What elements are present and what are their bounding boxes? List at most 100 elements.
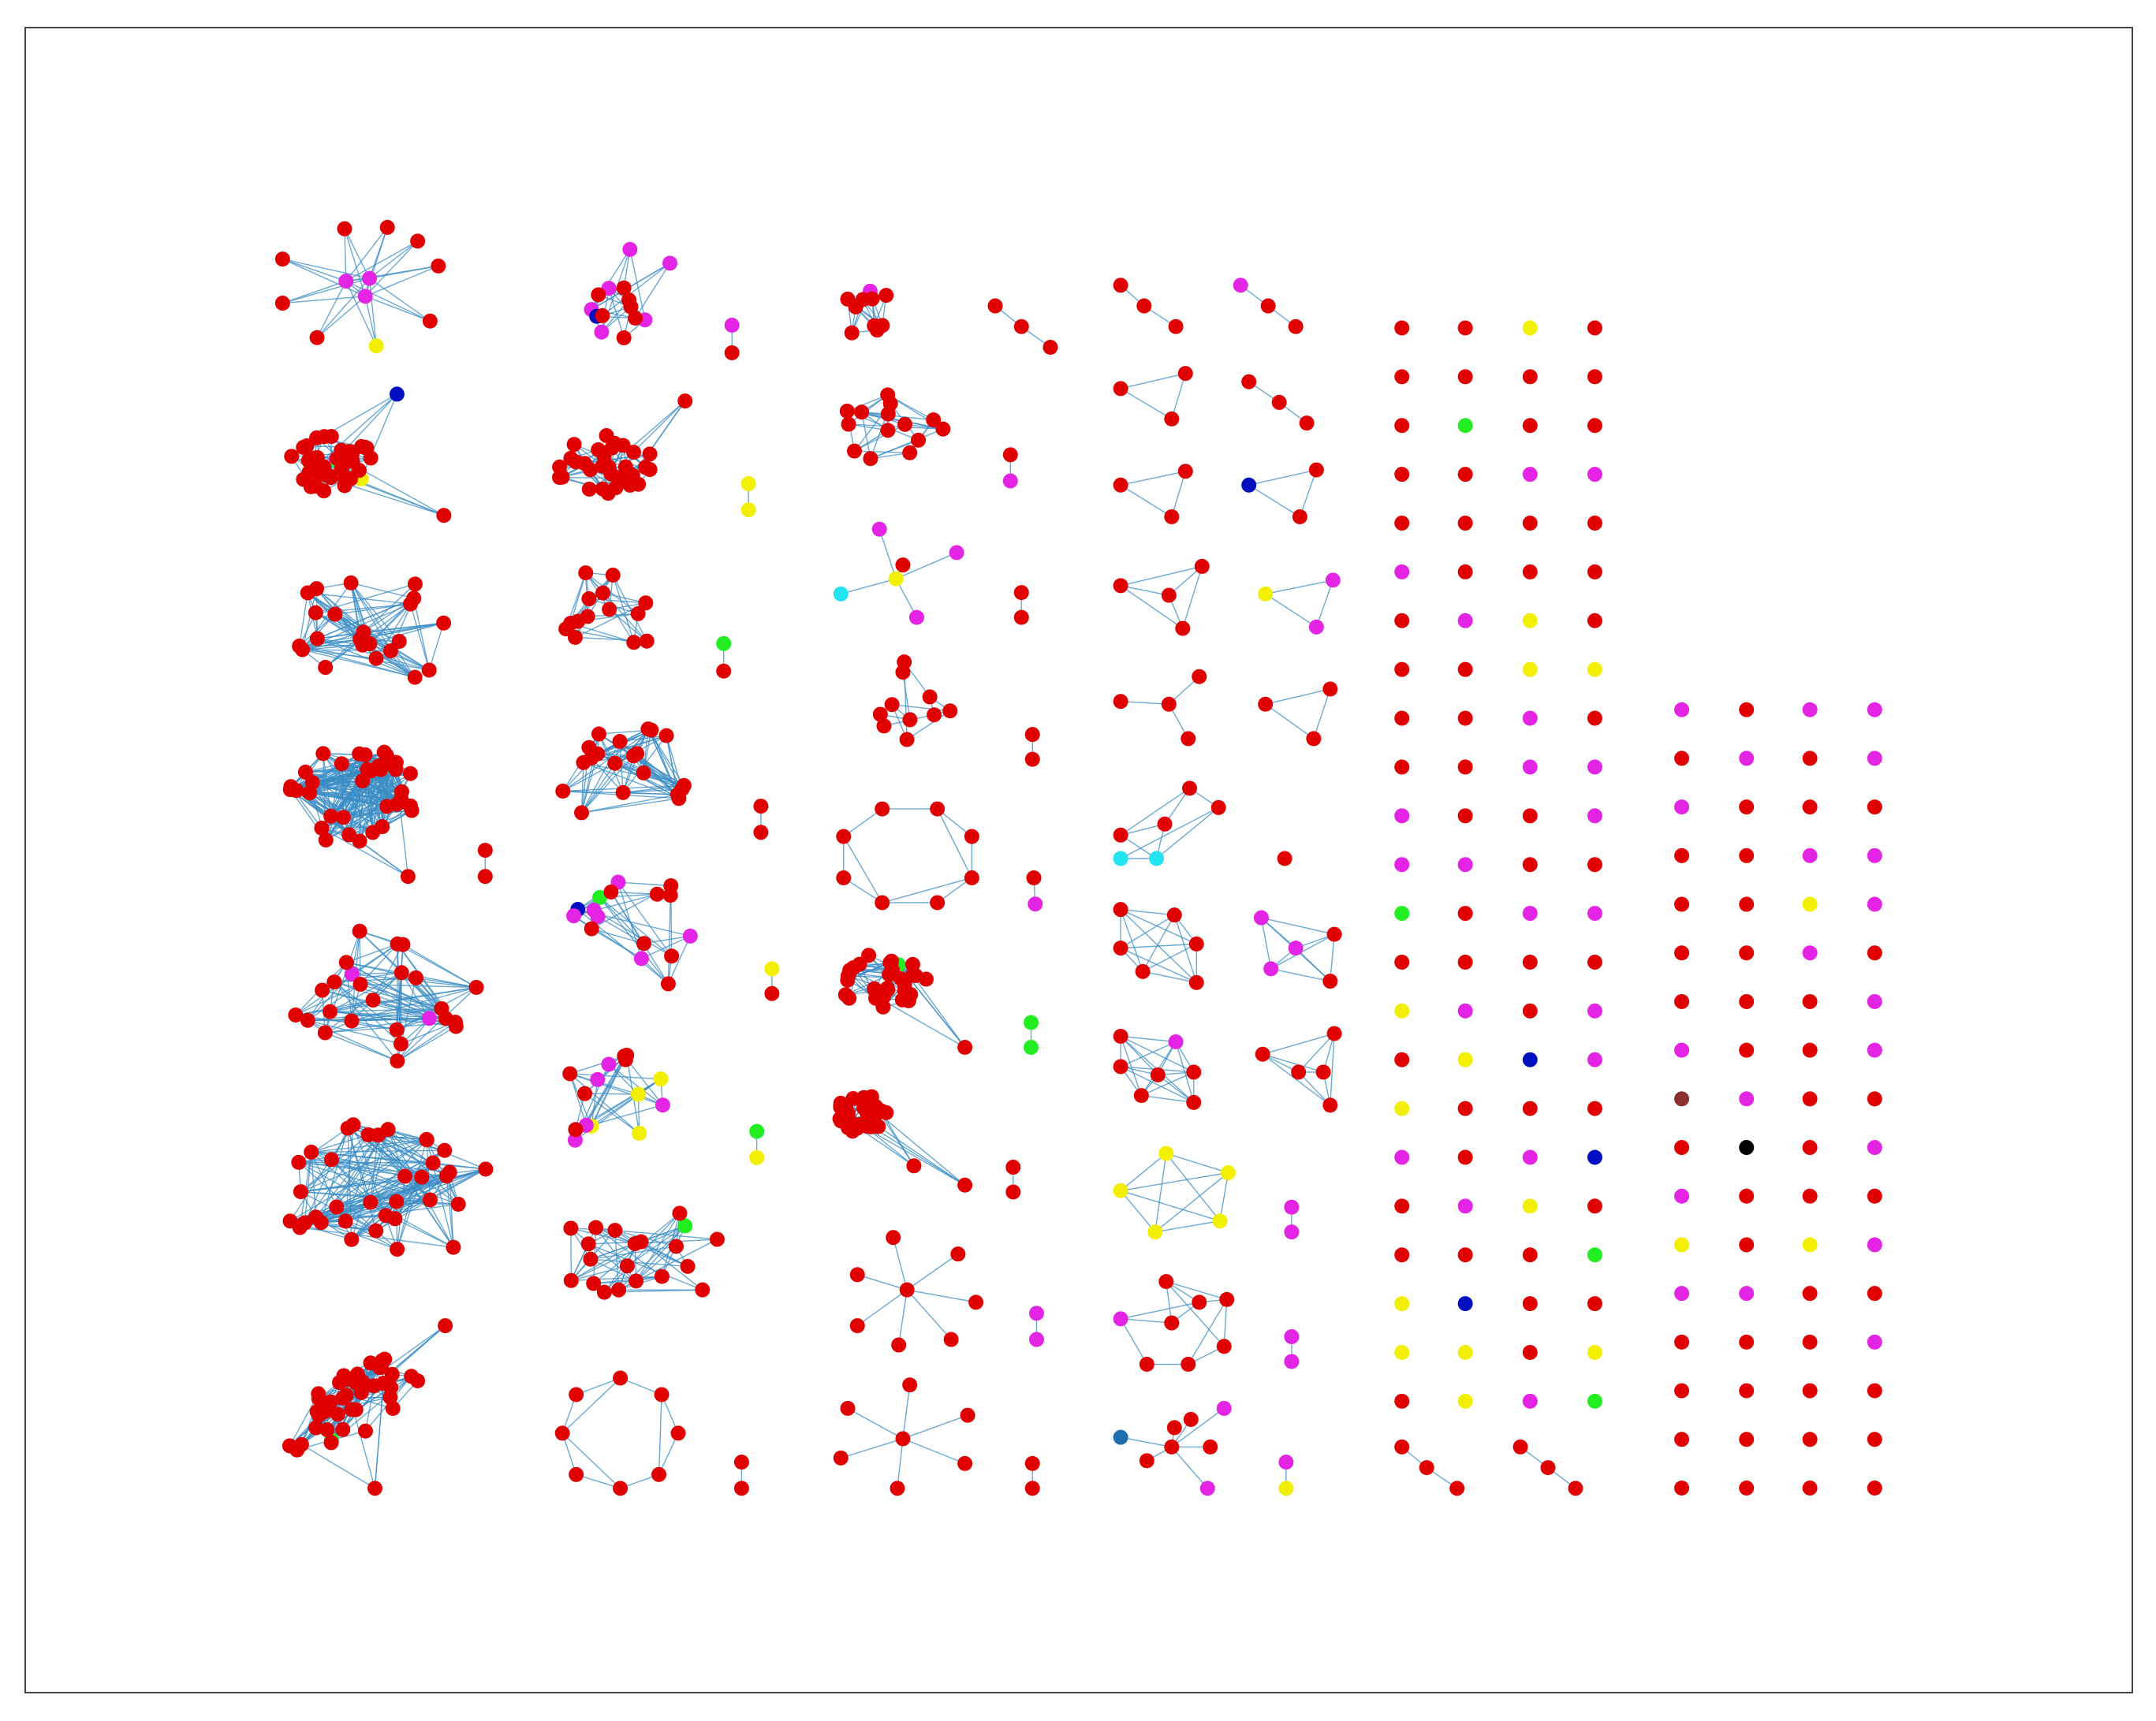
node — [1587, 418, 1602, 434]
node — [1278, 1481, 1294, 1496]
edge — [580, 728, 649, 814]
node — [407, 669, 423, 685]
node — [1164, 411, 1180, 427]
node — [1394, 1439, 1410, 1455]
node — [323, 1435, 339, 1451]
edge — [907, 1289, 976, 1303]
node — [611, 1282, 627, 1298]
edge — [370, 1175, 447, 1203]
node — [389, 1022, 405, 1037]
edge — [1330, 1033, 1335, 1105]
edge — [906, 1253, 959, 1291]
node — [274, 296, 290, 311]
node — [1522, 759, 1538, 775]
node — [1522, 661, 1538, 677]
node — [1164, 1315, 1180, 1331]
node — [341, 827, 357, 843]
node — [1587, 857, 1602, 873]
node — [876, 718, 892, 734]
edge — [446, 1175, 454, 1248]
edge — [351, 1201, 397, 1240]
node — [1233, 278, 1248, 293]
node — [1113, 827, 1128, 843]
node — [1867, 1042, 1882, 1058]
edge — [372, 999, 442, 1010]
node — [1867, 751, 1882, 766]
node — [314, 820, 330, 836]
edge — [841, 578, 897, 595]
edge — [902, 672, 911, 721]
edge — [569, 1073, 592, 1127]
node — [562, 1066, 578, 1082]
node — [1005, 1184, 1021, 1200]
node — [1113, 278, 1128, 293]
node — [878, 288, 894, 304]
node — [638, 595, 654, 611]
node — [297, 764, 313, 780]
node — [1394, 613, 1410, 628]
node — [950, 1246, 966, 1262]
edge — [1120, 1318, 1147, 1365]
edge — [569, 1055, 627, 1075]
node — [1161, 696, 1177, 712]
node — [1263, 961, 1279, 977]
edge — [843, 808, 883, 837]
node — [716, 663, 732, 679]
node — [326, 974, 342, 990]
node — [1867, 702, 1882, 717]
node — [309, 1404, 325, 1420]
node — [293, 1436, 309, 1452]
edge — [1171, 373, 1186, 419]
node — [664, 948, 680, 964]
node — [355, 773, 371, 789]
node — [1739, 1334, 1755, 1350]
node — [421, 662, 437, 678]
edge — [282, 296, 366, 304]
node — [552, 470, 568, 486]
edge — [1120, 823, 1166, 836]
node — [1674, 1383, 1690, 1399]
node — [422, 313, 438, 329]
node — [655, 1097, 670, 1113]
edge — [1121, 1035, 1177, 1043]
node — [323, 1394, 338, 1410]
node — [1028, 1332, 1044, 1347]
node — [1522, 467, 1538, 482]
node — [1161, 587, 1177, 603]
edge — [374, 1383, 384, 1488]
node — [1522, 1296, 1538, 1312]
node — [964, 829, 979, 844]
node — [1394, 1247, 1410, 1263]
node — [308, 1209, 324, 1225]
node — [899, 1282, 915, 1298]
node — [288, 1007, 304, 1023]
edge — [305, 771, 397, 805]
node — [338, 1388, 354, 1403]
node — [574, 805, 590, 821]
node — [943, 1332, 959, 1347]
edge — [571, 1276, 662, 1281]
node — [1522, 1198, 1538, 1214]
node — [1136, 298, 1152, 314]
node — [846, 443, 862, 459]
edge — [608, 288, 625, 338]
node — [403, 596, 419, 612]
node — [596, 1284, 612, 1300]
node — [1255, 1046, 1270, 1062]
node — [1181, 1357, 1196, 1373]
edge — [282, 258, 366, 297]
node — [841, 990, 857, 1006]
edge — [1121, 1172, 1229, 1191]
node — [1674, 847, 1690, 863]
edge — [1182, 566, 1203, 629]
node — [613, 1370, 629, 1386]
node — [308, 605, 323, 620]
node — [844, 325, 860, 341]
node — [949, 545, 964, 561]
node — [1587, 564, 1602, 579]
node — [964, 870, 979, 885]
node — [1457, 857, 1473, 873]
node — [1802, 1286, 1818, 1302]
node — [935, 421, 951, 437]
node — [1802, 1188, 1818, 1204]
